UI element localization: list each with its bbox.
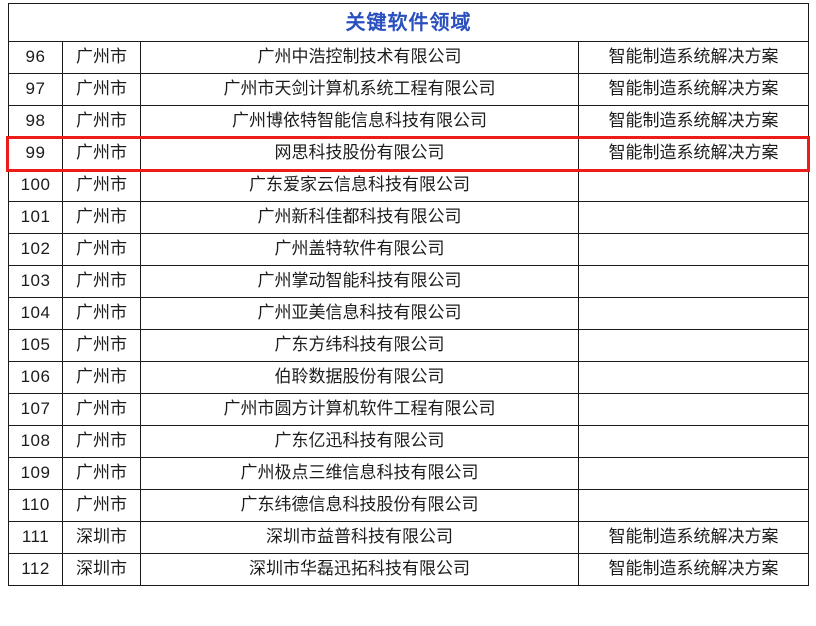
cell-city: 广州市 <box>62 425 141 458</box>
table-row: 104 广州市 广州亚美信息科技有限公司 <box>8 297 809 330</box>
cell-city: 深圳市 <box>62 553 141 586</box>
cell-company-name: 伯聆数据股份有限公司 <box>140 361 579 394</box>
cell-company-name: 广东方纬科技有限公司 <box>140 329 579 362</box>
table-row: 108 广州市 广东亿迅科技有限公司 <box>8 425 809 458</box>
cell-company-name: 深圳市益普科技有限公司 <box>140 521 579 554</box>
cell-domain <box>578 169 809 202</box>
cell-company-name: 广东亿迅科技有限公司 <box>140 425 579 458</box>
cell-city: 广州市 <box>62 361 141 394</box>
cell-sequence-number: 97 <box>8 73 63 106</box>
table-row: 102 广州市 广州盖特软件有限公司 <box>8 233 809 266</box>
cell-domain <box>578 265 809 298</box>
cell-sequence-number: 112 <box>8 553 63 586</box>
cell-domain <box>578 489 809 522</box>
cell-sequence-number: 109 <box>8 457 63 490</box>
table-body: 关键软件领域 96 广州市 广州中浩控制技术有限公司 智能制造系统解决方案 97 广州市广… <box>8 3 809 586</box>
table-row-highlighted: 99 广州市 网思科技股份有限公司 智能制造系统解决方案 <box>8 137 809 170</box>
table-row: 103 广州市 广州掌动智能科技有限公司 <box>8 265 809 298</box>
cell-city: 广州市 <box>62 265 141 298</box>
table-row: 106 广州市 伯聆数据股份有限公司 <box>8 361 809 394</box>
table-row: 105 广州市 广东方纬科技有限公司 <box>8 329 809 362</box>
cell-sequence-number: 111 <box>8 521 63 554</box>
listing-table-container: 关键软件领域 96 广州市 广州中浩控制技术有限公司 智能制造系统解决方案 97 广州市广… <box>8 3 809 586</box>
cell-sequence-number: 108 <box>8 425 63 458</box>
cell-domain <box>578 201 809 234</box>
cell-company-name: 广州中浩控制技术有限公司 <box>140 41 579 74</box>
cell-city: 广州市 <box>62 329 141 362</box>
cell-sequence-number: 98 <box>8 105 63 138</box>
cell-city: 广州市 <box>62 73 141 106</box>
cell-company-name: 广东爱家云信息科技有限公司 <box>140 169 579 202</box>
cell-city: 广州市 <box>62 489 141 522</box>
cell-city: 广州市 <box>62 233 141 266</box>
table-row: 97 广州市 广州市天剑计算机系统工程有限公司 智能制造系统解决方案 <box>8 73 809 106</box>
cell-company-name: 广州博依特智能信息科技有限公司 <box>140 105 579 138</box>
cell-city: 广州市 <box>62 169 141 202</box>
cell-company-name: 广州亚美信息科技有限公司 <box>140 297 579 330</box>
cell-sequence-number: 100 <box>8 169 63 202</box>
cell-sequence-number: 101 <box>8 201 63 234</box>
cell-city: 广州市 <box>62 105 141 138</box>
cell-sequence-number: 96 <box>8 41 63 74</box>
cell-domain <box>578 361 809 394</box>
cell-sequence-number: 107 <box>8 393 63 426</box>
cell-city: 广州市 <box>62 41 141 74</box>
cell-city: 广州市 <box>62 201 141 234</box>
cell-sequence-number: 102 <box>8 233 63 266</box>
cell-company-name: 深圳市华磊迅拓科技有限公司 <box>140 553 579 586</box>
table-title-row: 关键软件领域 <box>8 3 809 42</box>
cell-company-name: 网思科技股份有限公司 <box>140 137 579 170</box>
cell-domain: 智能制造系统解决方案 <box>578 521 809 554</box>
cell-domain <box>578 425 809 458</box>
cell-domain <box>578 233 809 266</box>
table-row: 112 深圳市 深圳市华磊迅拓科技有限公司 智能制造系统解决方案 <box>8 553 809 586</box>
cell-company-name: 广州极点三维信息科技有限公司 <box>140 457 579 490</box>
cell-company-name: 广州市天剑计算机系统工程有限公司 <box>140 73 579 106</box>
cell-city: 广州市 <box>62 457 141 490</box>
cell-sequence-number: 104 <box>8 297 63 330</box>
cell-sequence-number: 99 <box>8 137 63 170</box>
table-row: 107 广州市 广州市圆方计算机软件工程有限公司 <box>8 393 809 426</box>
table-row: 101 广州市 广州新科佳都科技有限公司 <box>8 201 809 234</box>
cell-city: 广州市 <box>62 297 141 330</box>
table-title-cell: 关键软件领域 <box>8 3 809 42</box>
cell-company-name: 广州盖特软件有限公司 <box>140 233 579 266</box>
cell-domain: 智能制造系统解决方案 <box>578 105 809 138</box>
cell-domain: 智能制造系统解决方案 <box>578 41 809 74</box>
cell-company-name: 广州新科佳都科技有限公司 <box>140 201 579 234</box>
cell-city: 广州市 <box>62 137 141 170</box>
cell-sequence-number: 106 <box>8 361 63 394</box>
table-row: 100 广州市 广东爱家云信息科技有限公司 <box>8 169 809 202</box>
key-software-field-table: 关键软件领域 96 广州市 广州中浩控制技术有限公司 智能制造系统解决方案 97 广州市广… <box>8 3 809 586</box>
cell-sequence-number: 105 <box>8 329 63 362</box>
table-title: 关键软件领域 <box>345 11 472 34</box>
table-row: 111 深圳市 深圳市益普科技有限公司 智能制造系统解决方案 <box>8 521 809 554</box>
cell-sequence-number: 103 <box>8 265 63 298</box>
cell-city: 广州市 <box>62 393 141 426</box>
cell-sequence-number: 110 <box>8 489 63 522</box>
table-row: 96 广州市 广州中浩控制技术有限公司 智能制造系统解决方案 <box>8 41 809 74</box>
table-row: 98 广州市 广州博依特智能信息科技有限公司 智能制造系统解决方案 <box>8 105 809 138</box>
cell-domain: 智能制造系统解决方案 <box>578 73 809 106</box>
table-row: 109 广州市 广州极点三维信息科技有限公司 <box>8 457 809 490</box>
table-row: 110 广州市 广东纬德信息科技股份有限公司 <box>8 489 809 522</box>
cell-domain <box>578 329 809 362</box>
cell-domain <box>578 297 809 330</box>
cell-company-name: 广州掌动智能科技有限公司 <box>140 265 579 298</box>
cell-company-name: 广州市圆方计算机软件工程有限公司 <box>140 393 579 426</box>
cell-domain: 智能制造系统解决方案 <box>578 553 809 586</box>
cell-city: 深圳市 <box>62 521 141 554</box>
cell-company-name: 广东纬德信息科技股份有限公司 <box>140 489 579 522</box>
cell-domain <box>578 393 809 426</box>
cell-domain <box>578 457 809 490</box>
cell-domain: 智能制造系统解决方案 <box>578 137 809 170</box>
